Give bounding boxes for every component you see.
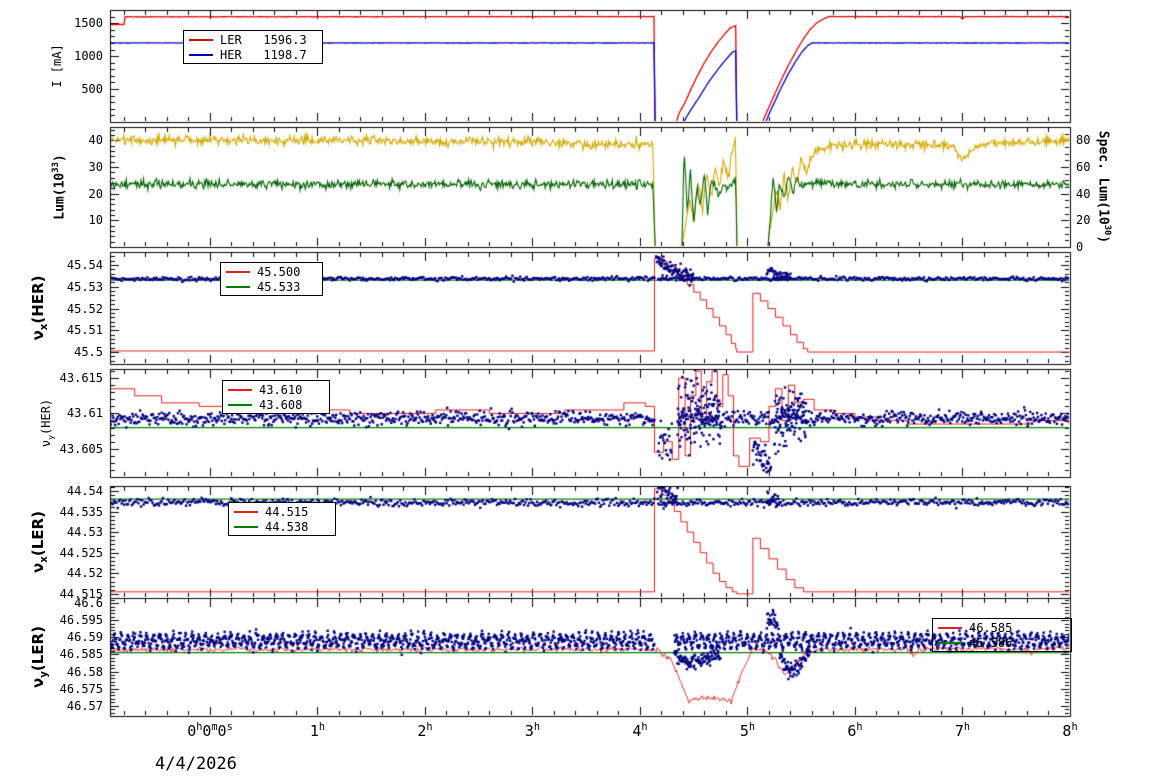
- accelerator-tune-monitor: 4/4/2026 500 1000 1500 I [mA] LER 1596.3 HER …: [0, 0, 1154, 782]
- chart-canvas: [0, 0, 1154, 782]
